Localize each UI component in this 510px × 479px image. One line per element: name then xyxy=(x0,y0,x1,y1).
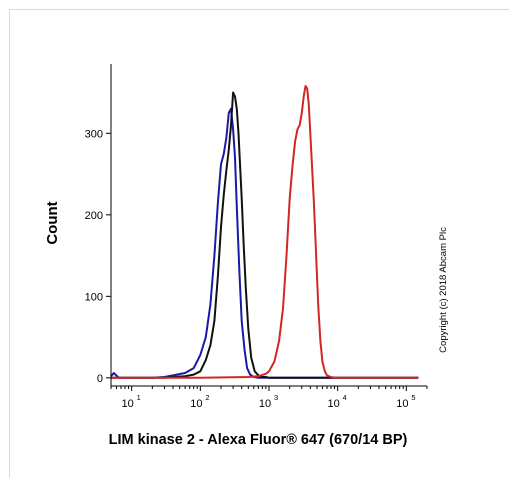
x-tick-exponent: 3 xyxy=(274,393,278,402)
series-line-1 xyxy=(110,107,419,379)
x-tick-label: 10 xyxy=(190,398,202,410)
x-tick-exponent: 5 xyxy=(411,393,415,402)
series-line-2 xyxy=(111,91,419,379)
x-tick-exponent: 1 xyxy=(137,393,141,402)
series-line-3 xyxy=(111,85,419,379)
x-tick-label: 10 xyxy=(122,398,134,410)
x-tick-label: 10 xyxy=(328,398,340,410)
y-tick-label: 0 xyxy=(97,373,103,385)
y-tick-label: 100 xyxy=(85,291,103,303)
y-tick-label: 200 xyxy=(85,210,103,222)
x-tick-exponent: 2 xyxy=(205,393,209,402)
x-tick-label: 10 xyxy=(259,398,271,410)
figure-frame xyxy=(9,9,509,478)
copyright-annotation: Copyright (c) 2018 Abcam Plc xyxy=(438,227,449,353)
x-tick-label: 10 xyxy=(396,398,408,410)
y-axis-label: Count xyxy=(44,201,61,244)
y-tick-label: 300 xyxy=(85,128,103,140)
x-axis-label: LIM kinase 2 - Alexa Fluor® 647 (670/14 … xyxy=(109,432,408,448)
x-tick-exponent: 4 xyxy=(343,393,347,402)
